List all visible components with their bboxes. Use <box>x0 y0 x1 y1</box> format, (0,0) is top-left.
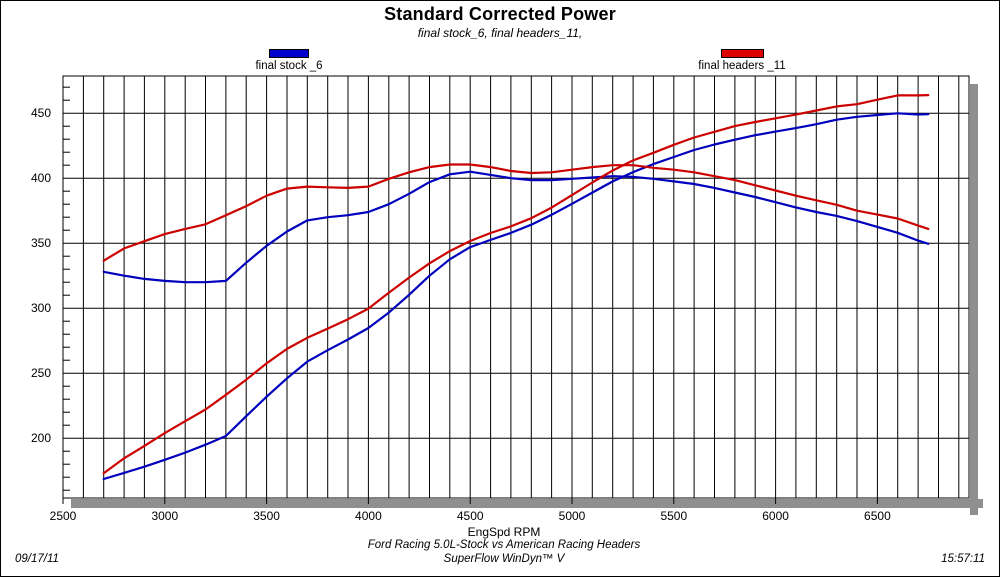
plot-border <box>62 75 970 499</box>
legend-label-stock: final stock _6 <box>255 60 323 72</box>
y-tick-label: 300 <box>31 301 51 315</box>
y-tick-label: 400 <box>31 171 51 185</box>
date-stamp: 09/17/11 <box>15 553 59 565</box>
y-tick-labels: 200 250 300 350 400 450 <box>31 106 51 445</box>
x-tick-label: 5500 <box>660 509 687 523</box>
page-subtitle: final stock_6, final headers_11, <box>417 26 583 40</box>
x-tick-label: 2500 <box>50 509 77 523</box>
y-tick-label: 250 <box>31 366 51 380</box>
grid-horizontal-major <box>63 112 969 439</box>
y-tick-label: 200 <box>31 431 51 445</box>
x-axis-major-ticks <box>62 498 878 504</box>
curve-stock-power <box>102 112 930 481</box>
x-tick-label: 6000 <box>762 509 789 523</box>
x-tick-label: 3500 <box>253 509 280 523</box>
time-stamp: 15:57:11 <box>941 553 985 565</box>
page-title: Standard Corrected Power <box>384 4 616 24</box>
legend-swatch-headers <box>721 49 764 58</box>
x-tick-label: 4000 <box>355 509 382 523</box>
legend-label-headers: final headers _11 <box>698 60 786 72</box>
plot-area <box>63 76 969 498</box>
y-axis-minor-ticks <box>63 86 70 491</box>
x-tick-label: 5000 <box>559 509 586 523</box>
x-tick-label: 4500 <box>457 509 484 523</box>
legend-swatch-stock <box>269 49 309 58</box>
plot-shadow-bottom <box>71 499 983 508</box>
curve-headers-power <box>102 93 930 475</box>
x-tick-label: 3000 <box>151 509 178 523</box>
x-tick-labels: 2500 3000 3500 4000 4500 5000 5500 6000 6500 <box>50 509 891 523</box>
plot-shadow-right <box>970 84 978 515</box>
y-tick-label: 350 <box>31 236 51 250</box>
curve-stock-torque <box>102 170 930 284</box>
software-name: SuperFlow WinDyn™ V <box>443 553 565 565</box>
curve-headers-torque <box>102 163 930 262</box>
x-axis-label: EngSpd RPM <box>467 525 541 539</box>
x-tick-label: 6500 <box>864 509 891 523</box>
test-title: Ford Racing 5.0L-Stock vs American Racin… <box>367 539 641 551</box>
grid-vertical-minor <box>82 76 960 498</box>
y-tick-label: 450 <box>31 106 51 120</box>
